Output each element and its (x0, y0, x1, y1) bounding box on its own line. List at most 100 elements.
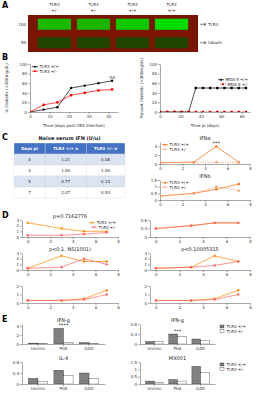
data-point (155, 299, 157, 301)
annotation: *** (213, 140, 221, 146)
bar (64, 376, 74, 384)
tick: 8 (249, 303, 252, 310)
series-line (28, 295, 107, 301)
plot-area (160, 145, 240, 164)
data-point (245, 111, 247, 112)
tick: 2 (49, 270, 52, 277)
tick-label: GAD (85, 386, 94, 391)
tick-label: 0 (155, 305, 158, 310)
tick: PHA (173, 384, 181, 391)
chart-title: p=0.7162776 (53, 213, 87, 220)
tick-mark (158, 64, 160, 65)
bar (178, 381, 187, 384)
tick: 8 (249, 270, 252, 277)
series-line (28, 232, 107, 235)
tick-mark (20, 220, 22, 221)
tick-label: 0 (159, 114, 162, 119)
data-point (160, 161, 161, 163)
x-axis-line (151, 270, 251, 271)
series-line (156, 262, 238, 269)
tick-label: 0.5 (151, 191, 158, 196)
tick-label: 0 (16, 382, 19, 387)
table-cell (45, 187, 86, 198)
x-axis: 02468 (23, 270, 121, 277)
y-axis-line (140, 363, 141, 385)
legend-entry: TLR3 +/- (220, 329, 244, 334)
tick-label: 4 (204, 166, 207, 171)
legend-swatch (91, 227, 97, 228)
tick: 2 (16, 256, 22, 261)
data-point (106, 231, 108, 233)
cell-label: 7 (28, 190, 31, 195)
tick-label: PHA (173, 346, 181, 351)
cell-label: 5 (28, 179, 31, 184)
legend: TLR3 +/+TLR3 +/- (220, 362, 246, 372)
bar (89, 343, 99, 344)
tick-mark (28, 93, 30, 94)
tick-label: 0 (154, 110, 157, 115)
tick: 1 (154, 184, 160, 189)
data-point (230, 87, 232, 89)
legend-label: TLR3 +/- (169, 147, 188, 152)
cell-label: 0.77 (61, 179, 70, 184)
data-point (97, 82, 99, 84)
y-axis-line (140, 325, 141, 345)
tick: 0 (29, 112, 32, 119)
tick-mark (158, 93, 160, 94)
tick: 100 (19, 62, 30, 67)
data-point (70, 87, 72, 89)
tick: 20 (67, 112, 73, 119)
tick: 1 (16, 292, 22, 297)
tick-label: 6 (227, 202, 230, 207)
tick-mark (158, 164, 160, 165)
legend-swatch (89, 222, 95, 223)
data-point (83, 298, 85, 300)
x-axis: 02468 (159, 164, 252, 171)
tick: 6 (95, 237, 98, 244)
mw-label: 100 (18, 22, 26, 27)
tick: 20 (22, 100, 30, 105)
tick: 4 (72, 303, 75, 310)
tick-label: 0.5 (131, 374, 138, 379)
tick-mark (158, 187, 160, 188)
table-cell (86, 154, 125, 165)
lane-sublabel: +/+ (128, 8, 136, 13)
tick-mark (28, 64, 30, 65)
tick-mark (28, 83, 30, 84)
x-axis: 02468 (151, 270, 253, 277)
tick-mark (148, 259, 150, 260)
x-axis: 02468 (23, 237, 121, 244)
tick: GAD (85, 384, 94, 391)
table-cell (14, 176, 45, 187)
bar (154, 383, 163, 384)
tick-label: 0 (144, 235, 147, 240)
tick-label: 0 (155, 239, 158, 244)
legend-marker (164, 148, 166, 150)
tick-label: 0 (16, 301, 19, 306)
band (38, 37, 71, 48)
tick-label: 1.5 (151, 178, 158, 183)
tick-mark (28, 74, 30, 75)
tick: 60 (152, 81, 160, 86)
header-cell (86, 143, 125, 154)
x-axis-line (23, 303, 119, 304)
tick: 2 (179, 270, 182, 277)
tick: 2 (49, 303, 52, 310)
tick-label: 3 (16, 218, 19, 223)
data-point (84, 84, 86, 86)
data-point (237, 289, 239, 291)
series-line (160, 162, 239, 163)
panel-label: C (2, 133, 8, 142)
chart-title: p<0.1, NS(1001) (49, 246, 91, 253)
data-point (193, 161, 195, 163)
band (116, 37, 149, 48)
tick-mark (20, 231, 22, 232)
data-point (214, 255, 216, 257)
tick: 0 (144, 301, 150, 306)
tick: Unstim (31, 344, 45, 351)
tick-label: 1 (144, 262, 147, 267)
tick-label: 0.4 (131, 332, 138, 337)
tick-label: 0 (24, 110, 27, 115)
bar (201, 372, 210, 384)
tick: 0 (159, 164, 162, 171)
